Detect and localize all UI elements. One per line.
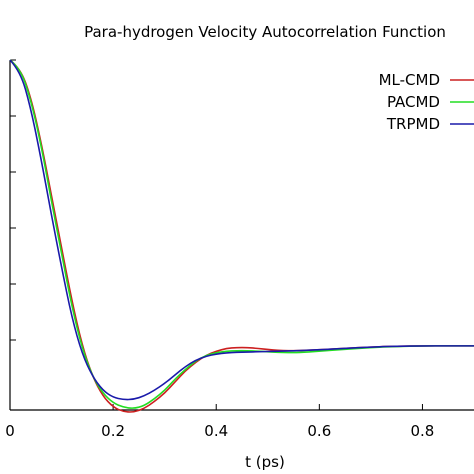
series-lines [9,59,474,413]
x-tick-label: 0.6 [307,422,331,440]
x-tick-label: 0.2 [101,422,125,440]
x-tick-label: 0.4 [204,422,228,440]
plot-frame [9,60,474,411]
x-tick-label: 0.8 [411,422,435,440]
x-tick-label: 0 [5,422,15,440]
series-line-pacmd [9,59,474,409]
y-axis-ticks [10,59,16,341]
x-axis-ticks: 0 0.2 0.4 0.6 0.8 [5,404,434,440]
x-axis-label: t (ps) [245,453,285,471]
legend-label: PACMD [387,93,440,111]
legend-label: TRPMD [386,115,440,133]
series-line-ml-cmd [9,59,474,413]
chart-title: Para-hydrogen Velocity Autocorrelation F… [84,23,446,41]
legend-label: ML-CMD [379,71,440,89]
series-line-trpmd [9,59,474,401]
legend: ML-CMD PACMD TRPMD [379,71,474,133]
